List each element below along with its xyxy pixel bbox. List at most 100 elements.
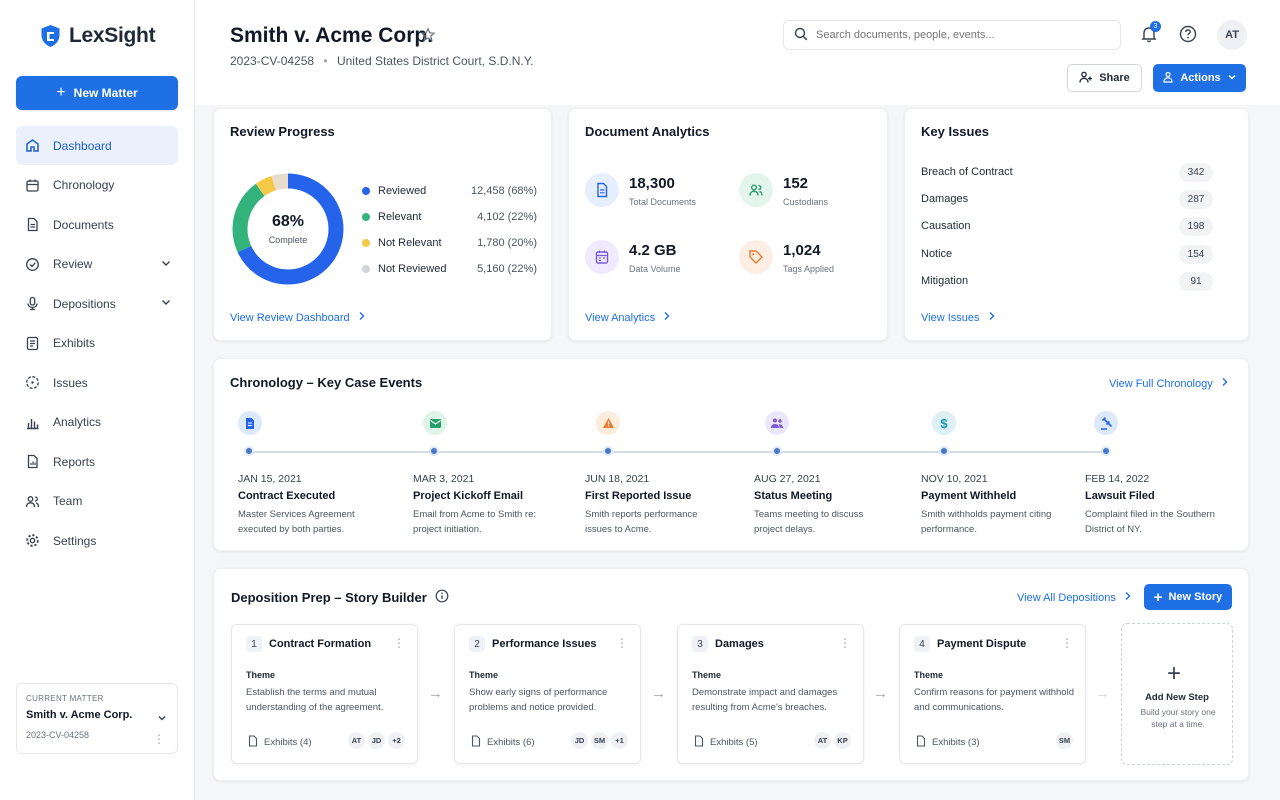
calendar-icon (24, 177, 40, 193)
exhibits-link[interactable]: Exhibits (6) (471, 735, 535, 750)
issue-count: 198 (1179, 216, 1213, 236)
story-step[interactable]: 4 Payment Dispute ⋮ Theme Confirm reason… (899, 624, 1086, 764)
avatar[interactable]: JD (368, 732, 385, 749)
legend-value: 4,102 (22%) (477, 211, 537, 223)
new-matter-label: New Matter (73, 86, 138, 100)
sidebar-item-settings[interactable]: Settings (16, 521, 178, 560)
sidebar-item-review[interactable]: Review (16, 245, 178, 284)
tag-icon (739, 240, 773, 274)
document-analytics-card: Document Analytics 18,300 Total Document… (568, 108, 888, 341)
current-matter-label: CURRENT MATTER (26, 694, 104, 703)
current-matter-switcher[interactable]: CURRENT MATTER Smith v. Acme Corp. 2023-… (16, 683, 178, 754)
chronology-card: Chronology – Key Case Events View Full C… (213, 358, 1249, 551)
help-icon[interactable] (1179, 25, 1197, 46)
chevron-right-icon (1221, 377, 1229, 390)
view-all-depositions-link[interactable]: View All Depositions (1017, 591, 1132, 604)
sidebar-item-label: Documents (53, 217, 114, 232)
new-story-button[interactable]: + New Story (1144, 584, 1232, 610)
share-users-icon (1079, 70, 1093, 87)
card-title: Chronology – Key Case Events (230, 375, 423, 390)
more-vertical-icon[interactable]: ⋮ (393, 636, 405, 650)
plus-icon: + (1167, 660, 1182, 687)
search-bar[interactable] (783, 20, 1121, 50)
step-number: 1 (246, 636, 262, 652)
exhibits-link[interactable]: Exhibits (3) (916, 735, 980, 750)
story-step[interactable]: 2 Performance Issues ⋮ Theme Show early … (454, 624, 641, 764)
story-step[interactable]: 3 Damages ⋮ Theme Demonstrate impact and… (677, 624, 864, 764)
avatar[interactable]: AT (348, 732, 365, 749)
sidebar-item-label: Issues (53, 375, 88, 390)
search-input[interactable] (816, 29, 1106, 41)
avatar[interactable]: AT (814, 732, 831, 749)
separator-dot: • (323, 54, 328, 68)
info-icon[interactable] (435, 589, 449, 606)
sidebar-item-analytics[interactable]: Analytics (16, 403, 178, 442)
app-logo[interactable]: LexSight (40, 24, 156, 48)
stat-label: Total Documents (629, 197, 697, 207)
issue-row[interactable]: Causation 198 (921, 216, 1213, 236)
timeline-dot (939, 446, 949, 456)
sidebar-item-label: Settings (53, 533, 97, 548)
stat-tags-applied: 1,024 Tags Applied (739, 240, 834, 274)
more-vertical-icon[interactable]: ⋮ (153, 732, 165, 746)
avatar[interactable]: SM (591, 732, 608, 749)
user-avatar[interactable]: AT (1217, 20, 1247, 50)
donut-segment-3 (232, 173, 344, 285)
sidebar-item-documents[interactable]: Documents (16, 205, 178, 244)
issue-row[interactable]: Mitigation 91 (921, 271, 1213, 291)
legend-dot (362, 187, 370, 195)
avatar-group: JD SM +1 (571, 732, 628, 749)
more-vertical-icon[interactable]: ⋮ (1061, 636, 1073, 650)
more-vertical-icon[interactable]: ⋮ (839, 636, 851, 650)
sidebar-item-team[interactable]: Team (16, 482, 178, 521)
stat-value: 152 (783, 175, 809, 192)
chevron-down-icon[interactable] (157, 712, 167, 726)
legend-row-not-relevant: Not Relevant 1,780 (20%) (362, 230, 537, 256)
avatar-overflow[interactable]: +1 (611, 732, 628, 749)
issue-row[interactable]: Damages 287 (921, 189, 1213, 209)
sidebar-item-dashboard[interactable]: Dashboard (16, 126, 178, 165)
avatar-group: SM (1056, 732, 1073, 749)
sidebar-item-issues[interactable]: Issues (16, 363, 178, 402)
actions-button[interactable]: Actions (1153, 64, 1246, 92)
star-icon[interactable] (420, 27, 436, 46)
bell-icon[interactable] (1140, 25, 1158, 46)
sidebar-item-chronology[interactable]: Chronology (16, 166, 178, 205)
avatar[interactable]: SM (1056, 732, 1073, 749)
document-icon (694, 735, 704, 750)
view-issues-link[interactable]: View Issues (921, 311, 996, 324)
sidebar-item-label: Chronology (53, 178, 115, 192)
new-matter-button[interactable]: + New Matter (16, 76, 178, 110)
review-legend: Reviewed 12,458 (68%) Relevant 4,102 (22… (362, 178, 537, 282)
view-review-dashboard-link[interactable]: View Review Dashboard (230, 311, 366, 324)
key-issues-card: Key Issues Breach of Contract 342 Damage… (904, 108, 1249, 341)
exhibits-link[interactable]: Exhibits (5) (694, 735, 758, 750)
search-icon (794, 27, 808, 44)
story-step[interactable]: 1 Contract Formation ⋮ Theme Establish t… (231, 624, 418, 764)
issue-row[interactable]: Notice 154 (921, 244, 1213, 264)
sidebar-item-depositions[interactable]: Depositions (16, 284, 178, 323)
timeline-dot (429, 446, 439, 456)
link-label: View Issues (921, 311, 980, 324)
chevron-down-icon (160, 257, 172, 272)
avatar-overflow[interactable]: +2 (388, 732, 405, 749)
avatar[interactable]: KP (834, 732, 851, 749)
view-full-chronology-link[interactable]: View Full Chronology (1109, 377, 1229, 390)
add-step-sub: Build your story one step at a time. (1140, 707, 1216, 729)
bar-chart-icon (24, 414, 40, 430)
step-number: 3 (692, 636, 708, 652)
legend-label: Not Relevant (378, 237, 442, 249)
avatar[interactable]: JD (571, 732, 588, 749)
review-progress-card: Review Progress 68% Complete Reviewed 12… (213, 108, 552, 341)
exhibits-link[interactable]: Exhibits (4) (248, 735, 312, 750)
step-desc: Confirm reasons for payment withhold and… (914, 687, 1074, 713)
add-new-step-button[interactable]: + Add New Step Build your story one step… (1121, 623, 1233, 765)
more-vertical-icon[interactable]: ⋮ (616, 636, 628, 650)
share-button[interactable]: Share (1067, 64, 1142, 92)
card-title: Key Issues (921, 124, 989, 139)
view-analytics-link[interactable]: View Analytics (585, 311, 671, 324)
step-desc: Establish the terms and mutual understan… (246, 687, 384, 713)
sidebar-item-exhibits[interactable]: Exhibits (16, 324, 178, 363)
issue-row[interactable]: Breach of Contract 342 (921, 162, 1213, 182)
sidebar-item-reports[interactable]: Reports (16, 442, 178, 481)
